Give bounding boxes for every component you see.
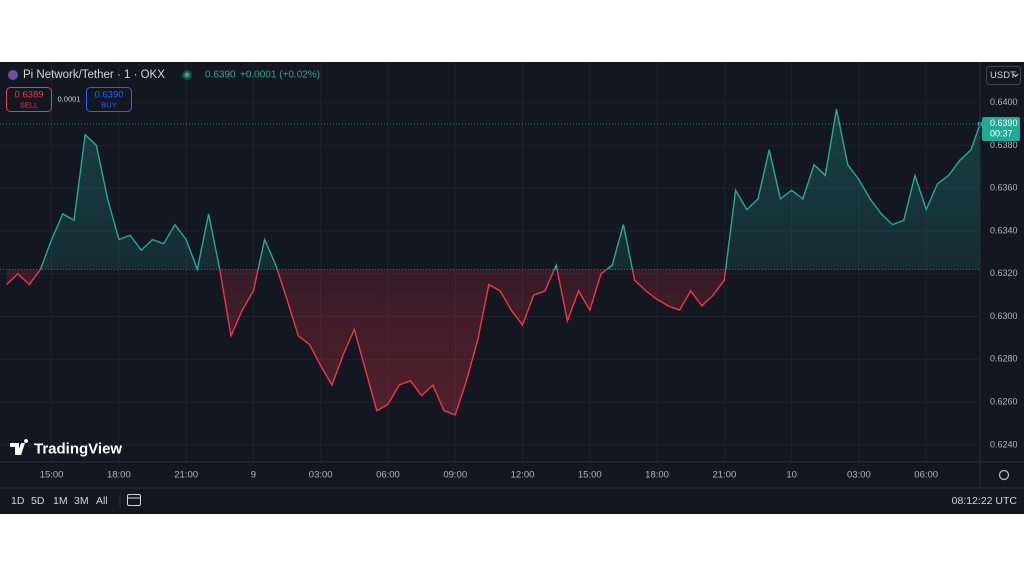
range-button[interactable]: 1M [53, 495, 68, 507]
range-button[interactable]: All [96, 495, 108, 507]
last-price: 0.6390 [205, 70, 236, 81]
x-tick-label: 10 [786, 470, 797, 481]
y-tick-label: 0.6240 [990, 439, 1018, 449]
clock[interactable]: 08:12:22 UTC [952, 495, 1018, 507]
symbol-title[interactable]: Pi Network/Tether · 1 · OKX [23, 69, 165, 81]
x-tick-label: 09:00 [443, 470, 467, 481]
range-bar: 1D 5D 1M 3M All [11, 495, 108, 507]
currency-button[interactable] [986, 66, 1021, 85]
x-tick-label: 9 [251, 470, 256, 481]
spread: 0.0001 [58, 94, 81, 103]
price-label-box [982, 117, 1020, 142]
status-dot [184, 72, 190, 78]
x-tick-label: 03:00 [847, 470, 871, 481]
x-tick-label: 21:00 [174, 470, 198, 481]
plot: 0.6240 0.6260 0.6280 0.6300 0.6320 0.6340 0.63… [0, 62, 1020, 481]
price-line-down [6, 269, 727, 416]
watermark: TradingView [34, 440, 122, 457]
x-tick-label: 18:00 [645, 470, 669, 481]
currency-caret [1012, 73, 1019, 78]
range-button[interactable]: 3M [74, 495, 89, 507]
x-tick-label: 06:00 [376, 470, 400, 481]
buy-button[interactable] [86, 87, 132, 112]
currency-label[interactable]: USDT [990, 70, 1016, 81]
buy-label[interactable]: BUY [101, 100, 116, 109]
x-tick-label: 21:00 [712, 470, 736, 481]
x-tick-label: 15:00 [578, 470, 602, 481]
area-up [40, 109, 980, 270]
y-tick-label: 0.6380 [990, 140, 1018, 150]
y-tick-label: 0.6400 [990, 97, 1018, 107]
y-tick-label: 0.6300 [990, 311, 1018, 321]
price-change: +0.0001 (+0.02%) [240, 70, 320, 81]
range-button[interactable]: 5D [31, 495, 45, 507]
sell-price[interactable]: 0.6389 [14, 90, 43, 101]
y-tick-label: 0.6320 [990, 268, 1018, 278]
settings-icon[interactable] [998, 469, 1010, 481]
range-button[interactable]: 1D [11, 495, 25, 507]
x-tick-label: 15:00 [40, 470, 64, 481]
y-tick-label: 0.6360 [990, 183, 1018, 193]
x-tick-label: 12:00 [511, 470, 535, 481]
x-tick-label: 03:00 [309, 470, 333, 481]
symbol-icon [8, 70, 18, 80]
sell-label[interactable]: SELL [20, 100, 38, 109]
sell-button[interactable] [6, 87, 52, 112]
date-range-icon[interactable] [127, 494, 141, 506]
price-countdown: 00:37 [990, 128, 1013, 138]
x-tick-label: 06:00 [914, 470, 938, 481]
price-label: 0.6390 [990, 118, 1018, 128]
x-tick-label: 18:00 [107, 470, 131, 481]
buy-price[interactable]: 0.6390 [94, 90, 123, 101]
watermark-logo [10, 439, 29, 455]
price-line-up [39, 108, 980, 270]
y-tick-label: 0.6280 [990, 354, 1018, 364]
y-tick-label: 0.6340 [990, 225, 1018, 235]
y-tick-label: 0.6260 [990, 396, 1018, 406]
